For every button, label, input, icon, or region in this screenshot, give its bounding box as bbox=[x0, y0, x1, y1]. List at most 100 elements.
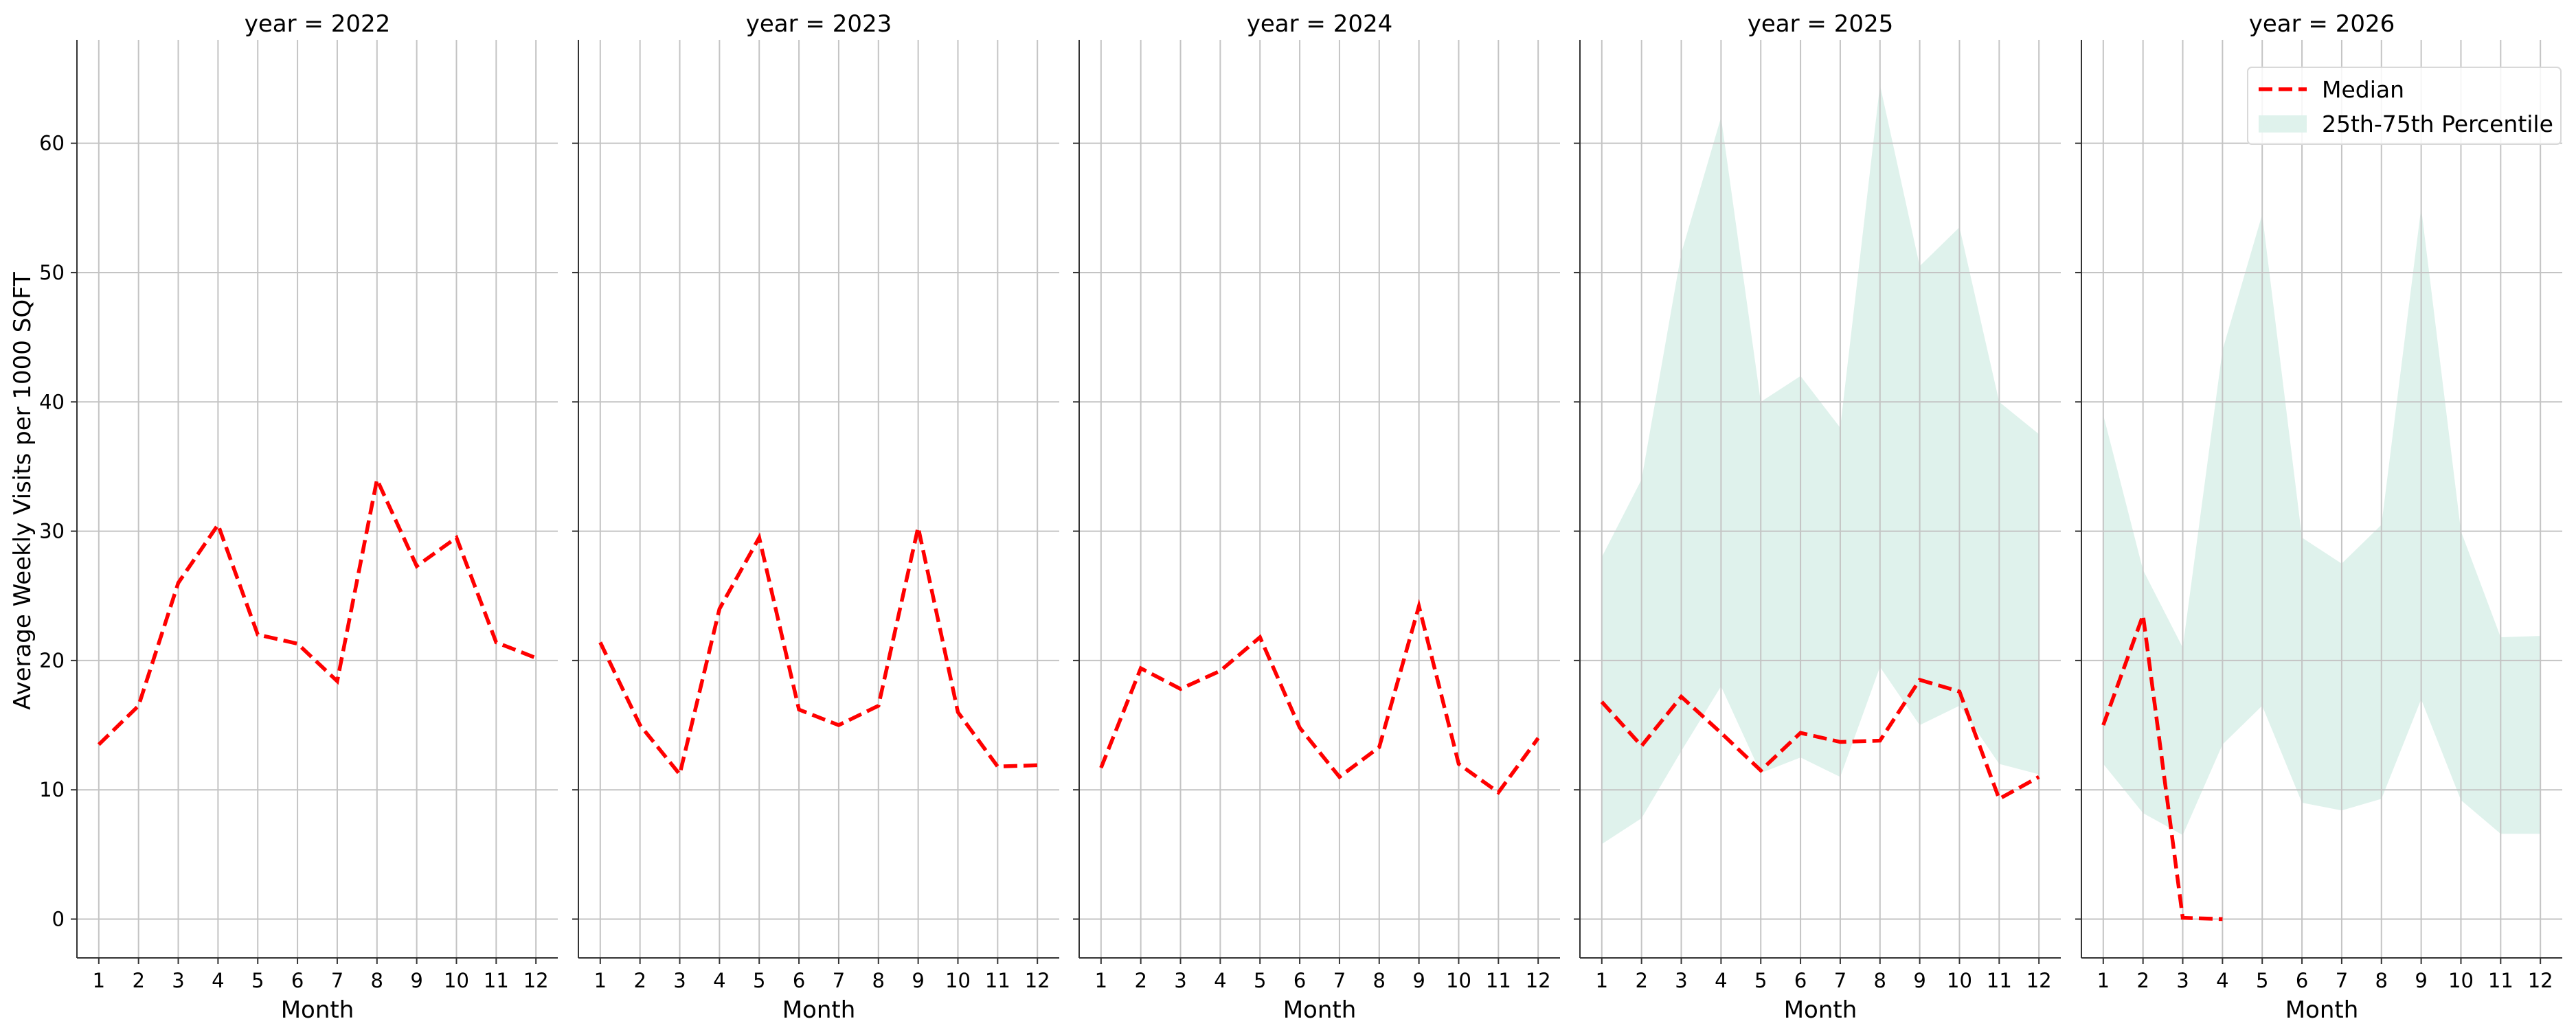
x-axis-label: Month bbox=[281, 996, 354, 1024]
x-tick-label: 8 bbox=[1373, 969, 1386, 992]
x-tick-label: 5 bbox=[1754, 969, 1767, 992]
x-tick-label: 7 bbox=[331, 969, 343, 992]
x-tick-label: 8 bbox=[371, 969, 383, 992]
x-tick-label: 6 bbox=[1293, 969, 1306, 992]
percentile-band bbox=[1601, 84, 2040, 845]
y-tick-label: 30 bbox=[39, 520, 65, 543]
panel-title: year = 2024 bbox=[1247, 10, 1392, 38]
x-tick-label: 10 bbox=[2448, 969, 2474, 992]
x-tick-label: 9 bbox=[410, 969, 422, 992]
y-tick-label: 40 bbox=[39, 390, 65, 413]
x-tick-label: 6 bbox=[793, 969, 805, 992]
x-tick-label: 11 bbox=[484, 969, 509, 992]
x-tick-label: 5 bbox=[251, 969, 264, 992]
y-tick-label: 50 bbox=[39, 261, 65, 284]
y-tick-label: 0 bbox=[52, 908, 65, 931]
x-tick-label: 11 bbox=[2488, 969, 2513, 992]
x-tick-label: 2 bbox=[633, 969, 646, 992]
x-tick-label: 4 bbox=[2216, 969, 2228, 992]
x-tick-label: 4 bbox=[1214, 969, 1226, 992]
x-tick-label: 2 bbox=[2136, 969, 2149, 992]
x-tick-label: 10 bbox=[1947, 969, 1972, 992]
x-tick-label: 2 bbox=[1635, 969, 1647, 992]
x-tick-label: 8 bbox=[1874, 969, 1886, 992]
x-tick-label: 6 bbox=[2296, 969, 2308, 992]
x-axis-label: Month bbox=[1283, 996, 1357, 1024]
median-line bbox=[1600, 677, 2040, 802]
x-tick-label: 1 bbox=[1095, 969, 1107, 992]
x-tick-label: 1 bbox=[1596, 969, 1608, 992]
x-tick-label: 7 bbox=[2336, 969, 2348, 992]
legend: Median 25th-75th Percentile bbox=[2247, 67, 2562, 145]
x-tick-label: 11 bbox=[1987, 969, 2012, 992]
x-tick-label: 1 bbox=[594, 969, 607, 992]
legend-band-label: 25th-75th Percentile bbox=[2322, 111, 2553, 137]
legend-median-label: Median bbox=[2322, 76, 2404, 103]
x-tick-label: 12 bbox=[2026, 969, 2052, 992]
x-tick-label: 1 bbox=[93, 969, 105, 992]
x-tick-label: 12 bbox=[2528, 969, 2553, 992]
grid-lines bbox=[1079, 40, 1560, 958]
grid-lines bbox=[2081, 40, 2562, 958]
x-tick-label: 7 bbox=[833, 969, 845, 992]
x-tick-label: 7 bbox=[1333, 969, 1346, 992]
x-axis-label: Month bbox=[2285, 996, 2359, 1024]
x-tick-label: 5 bbox=[1254, 969, 1266, 992]
x-tick-label: 4 bbox=[212, 969, 224, 992]
x-tick-label: 11 bbox=[985, 969, 1010, 992]
x-tick-label: 10 bbox=[1446, 969, 1471, 992]
percentile-band bbox=[2103, 207, 2541, 836]
x-axis-label: Month bbox=[782, 996, 856, 1024]
panel-title: year = 2022 bbox=[245, 10, 390, 38]
x-tick-label: 3 bbox=[172, 969, 184, 992]
x-tick-label: 9 bbox=[1412, 969, 1425, 992]
median-line bbox=[97, 473, 537, 746]
x-axis-label: Month bbox=[1784, 996, 1857, 1024]
x-tick-label: 2 bbox=[132, 969, 144, 992]
x-tick-label: 6 bbox=[291, 969, 304, 992]
x-tick-label: 12 bbox=[1025, 969, 1050, 992]
x-tick-label: 9 bbox=[2415, 969, 2427, 992]
x-tick-label: 3 bbox=[1174, 969, 1186, 992]
legend-box bbox=[2247, 67, 2562, 145]
median-line bbox=[1099, 599, 1540, 795]
median-line bbox=[2101, 615, 2223, 922]
panel-title: year = 2023 bbox=[746, 10, 892, 38]
legend-band-swatch bbox=[2259, 115, 2307, 133]
x-tick-label: 10 bbox=[444, 969, 469, 992]
y-tick-label: 10 bbox=[39, 778, 65, 801]
x-tick-label: 12 bbox=[1526, 969, 1551, 992]
x-tick-label: 3 bbox=[2176, 969, 2189, 992]
x-tick-label: 5 bbox=[753, 969, 765, 992]
x-tick-label: 3 bbox=[1675, 969, 1687, 992]
panel-title: year = 2026 bbox=[2249, 10, 2395, 38]
x-tick-label: 2 bbox=[1134, 969, 1146, 992]
panel-title: year = 2025 bbox=[1748, 10, 1893, 38]
x-tick-label: 10 bbox=[945, 969, 971, 992]
x-tick-label: 6 bbox=[1794, 969, 1807, 992]
x-tick-label: 8 bbox=[872, 969, 885, 992]
x-tick-label: 12 bbox=[523, 969, 549, 992]
y-axis-label: Average Weekly Visits per 1000 SQFT bbox=[9, 272, 36, 710]
x-tick-label: 3 bbox=[673, 969, 686, 992]
x-tick-label: 4 bbox=[1715, 969, 1727, 992]
x-tick-label: 9 bbox=[912, 969, 924, 992]
grid-lines bbox=[578, 40, 1059, 958]
x-tick-label: 5 bbox=[2256, 969, 2268, 992]
grid-lines bbox=[77, 40, 558, 958]
x-tick-label: 4 bbox=[713, 969, 725, 992]
x-tick-label: 7 bbox=[1834, 969, 1846, 992]
x-tick-label: 8 bbox=[2375, 969, 2388, 992]
grid-lines bbox=[1580, 40, 2061, 958]
x-tick-label: 9 bbox=[1913, 969, 1925, 992]
y-tick-label: 20 bbox=[39, 649, 65, 672]
median-line bbox=[598, 527, 1038, 779]
y-tick-label: 60 bbox=[39, 132, 65, 155]
